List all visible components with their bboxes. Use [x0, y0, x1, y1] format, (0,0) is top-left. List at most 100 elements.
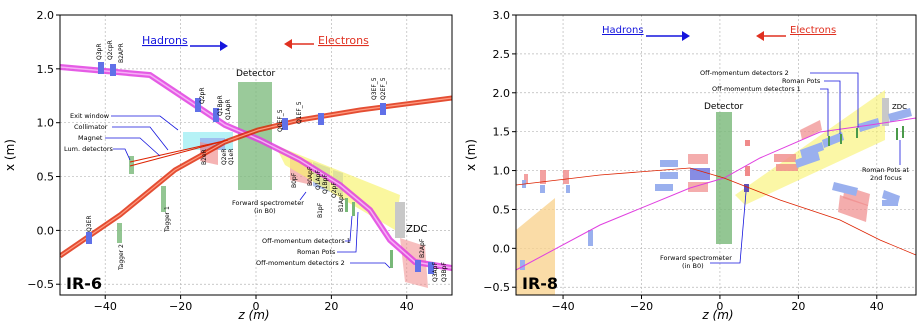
label-q2ef: Q2EF_5 — [380, 77, 387, 100]
label-q1bpf: Q1BpF — [322, 174, 329, 194]
callouts-right: Forward spectrometer (in B0) Off-momentu… — [232, 191, 391, 269]
y-tick-label: 1.0 — [493, 165, 511, 178]
label-q0ef: Q0EF_5 — [277, 109, 284, 132]
pink-block-12 — [688, 154, 708, 164]
pink-block-1 — [774, 154, 796, 162]
blue-block-6 — [588, 230, 593, 246]
hadrons-arrow-icon — [220, 41, 228, 51]
hadrons-label: Hadrons — [602, 25, 644, 36]
panel-label: IR-8 — [522, 274, 558, 293]
label-b0pf: B0pF — [291, 172, 298, 188]
blue-block-1 — [660, 160, 678, 167]
rp2-det-1 — [896, 128, 898, 140]
label-q3er: Q3ER — [86, 216, 93, 233]
y-tick-label: 1.5 — [493, 126, 511, 139]
quad-q3pr — [98, 62, 104, 74]
electron-beam — [516, 167, 916, 256]
x-axis-label: z (m) — [701, 308, 733, 322]
quad-q1bpr — [213, 108, 219, 122]
y-tick-label: 0.0 — [37, 224, 55, 237]
label-tagger2: Tagger 2 — [118, 244, 125, 271]
y-tick-label: 2.0 — [37, 9, 55, 22]
zdc-box — [395, 202, 405, 238]
x-tick-label: −20 — [630, 300, 653, 313]
magnet-labels: Q3pR Q2cpR B2APR Q2pR Q1BpR Q1ApR B2eR Q… — [86, 40, 448, 282]
tagger-1-box — [161, 186, 166, 212]
x-tick-label: −20 — [169, 300, 192, 313]
electrons-arrow-icon — [756, 31, 764, 41]
blue-block-13 — [832, 182, 858, 196]
zdc-box — [882, 98, 889, 126]
callout-rp2-1: Roman Pots at — [862, 166, 909, 174]
x-tick-label: −40 — [551, 300, 574, 313]
y-tick-label: 2.5 — [493, 48, 511, 61]
blue-block-9 — [566, 185, 570, 193]
callout-rp2-2: 2nd focus — [870, 174, 902, 182]
blue-block-17 — [882, 200, 898, 206]
label-q3apf: Q3ApF — [432, 262, 439, 282]
x-tick-label: 20 — [791, 300, 805, 313]
y-tick-label: 0.5 — [37, 171, 55, 184]
quad-q3apf — [415, 260, 421, 272]
callout-line-forward-spec — [299, 191, 307, 201]
callout-line-exit — [111, 115, 179, 131]
callouts-left: Exit window Collimator Magnet Lum. detec… — [64, 112, 179, 161]
y-tick-label: 3.0 — [493, 9, 511, 22]
blue-block-4 — [690, 168, 710, 180]
axes-frame — [515, 14, 917, 296]
roman-pot-det — [840, 134, 842, 144]
y-tick-label: 2.0 — [493, 87, 511, 100]
pink-block-4 — [745, 140, 750, 146]
label-q2er: Q2eR — [221, 149, 228, 165]
y-axis-label: x (m) — [464, 139, 478, 171]
x-tick-label: 40 — [870, 300, 884, 313]
orange-region — [516, 198, 555, 295]
hadrons-label: Hadrons — [142, 34, 188, 47]
pink-block-3 — [745, 166, 750, 176]
callout-line-roman-pots — [337, 211, 359, 253]
callout-magnet: Magnet — [78, 134, 103, 142]
x-tick-label: 20 — [324, 300, 338, 313]
blue-block-10 — [800, 142, 824, 158]
callout-line-roman-pots — [824, 80, 841, 134]
blue-block-2 — [660, 172, 678, 179]
y-tick-label: 1.0 — [37, 117, 55, 130]
blue-block-11 — [795, 152, 820, 168]
pink-block-9 — [563, 170, 569, 184]
axis-ticks: −40 −20 0 20 40 −0.5 0.0 0.5 1.0 1.5 2.0 2.5 3.0 — [483, 9, 884, 313]
callout-line-offmom1 — [820, 88, 829, 136]
blue-block-3 — [655, 184, 673, 191]
pink-block-11 — [688, 182, 708, 192]
quad-q0ef — [282, 118, 288, 130]
label-b2er: B2eR — [201, 149, 208, 165]
hadron-beam — [516, 117, 916, 271]
quad-q2pr — [195, 98, 201, 112]
callout-line-forward-spec — [710, 191, 747, 264]
pink-block-8 — [540, 170, 546, 184]
lum-det-box — [129, 156, 134, 174]
axis-ticks: −40 −20 0 20 40 −0.5 0.0 0.5 1.0 1.5 2.0 — [27, 9, 413, 313]
pink-block-2 — [776, 164, 798, 171]
callout-forward-spec-1: Forward spectrometer — [660, 254, 732, 262]
callout-offmom-2: Off-momentum detectors 2 — [256, 259, 345, 267]
y-tick-label: −0.5 — [483, 281, 510, 294]
forward-spec-box — [744, 184, 749, 192]
label-q1er: Q1eR — [228, 149, 235, 165]
x-axis-label: z (m) — [237, 308, 269, 322]
offmom2-det — [856, 128, 858, 138]
blue-block-5 — [520, 260, 525, 270]
callouts: Off-momentum detectors 2 Roman Pots Off-… — [660, 69, 909, 270]
label-q3bpf: Q3BpF — [441, 262, 448, 282]
label-q2pr: Q2pR — [199, 87, 206, 104]
x-tick-label: 40 — [400, 300, 414, 313]
panel-ir8: −40 −20 0 20 40 −0.5 0.0 0.5 1.0 1.5 2.0 2.5 3.0 z (… — [464, 9, 917, 322]
callout-offmom-1: Off-momentum detectors 1 — [712, 85, 801, 93]
y-tick-label: 0.0 — [493, 242, 511, 255]
blue-block-12 — [822, 132, 844, 148]
y-tick-label: 1.5 — [37, 63, 55, 76]
offmom-det-2 — [390, 250, 393, 268]
label-b2apr: B2APR — [118, 43, 125, 63]
electron-beam-core — [60, 97, 452, 257]
callout-collimator: Collimator — [74, 123, 108, 131]
